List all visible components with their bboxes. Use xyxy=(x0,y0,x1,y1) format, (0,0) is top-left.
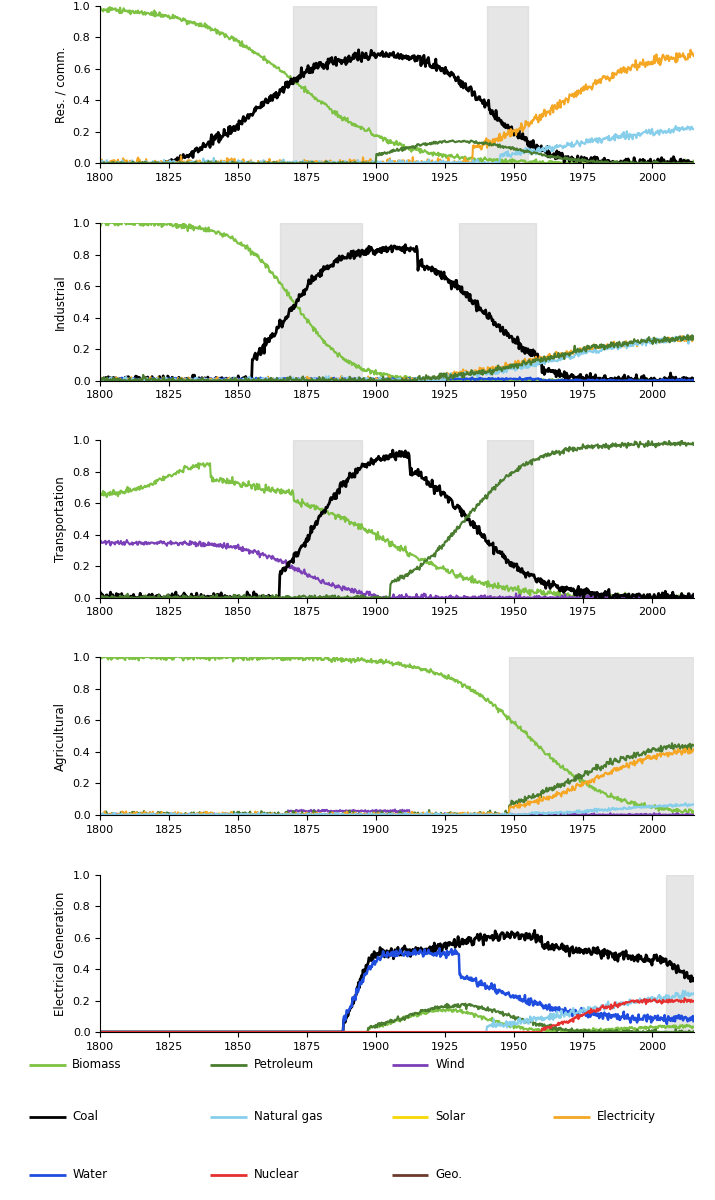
Bar xyxy=(486,6,528,163)
Text: Water: Water xyxy=(72,1169,107,1182)
Y-axis label: Res. / comm.: Res. / comm. xyxy=(54,47,67,122)
Bar xyxy=(666,875,694,1032)
Text: Petroleum: Petroleum xyxy=(254,1058,314,1072)
Text: Coal: Coal xyxy=(72,1110,98,1123)
Text: Wind: Wind xyxy=(435,1058,465,1072)
Y-axis label: Agricultural: Agricultural xyxy=(54,702,67,770)
Y-axis label: Electrical Generation: Electrical Generation xyxy=(54,892,67,1015)
Bar xyxy=(508,658,694,815)
Bar xyxy=(486,440,533,598)
Text: Biomass: Biomass xyxy=(72,1058,122,1072)
Y-axis label: Industrial: Industrial xyxy=(54,274,67,330)
Bar xyxy=(293,6,376,163)
Bar xyxy=(293,440,363,598)
Text: Solar: Solar xyxy=(435,1110,465,1123)
Bar xyxy=(459,223,536,380)
Text: Electricity: Electricity xyxy=(596,1110,656,1123)
Text: Geo.: Geo. xyxy=(435,1169,462,1182)
Bar xyxy=(280,223,363,380)
Text: Nuclear: Nuclear xyxy=(254,1169,300,1182)
Y-axis label: Transportation: Transportation xyxy=(54,476,67,562)
Text: Natural gas: Natural gas xyxy=(254,1110,322,1123)
